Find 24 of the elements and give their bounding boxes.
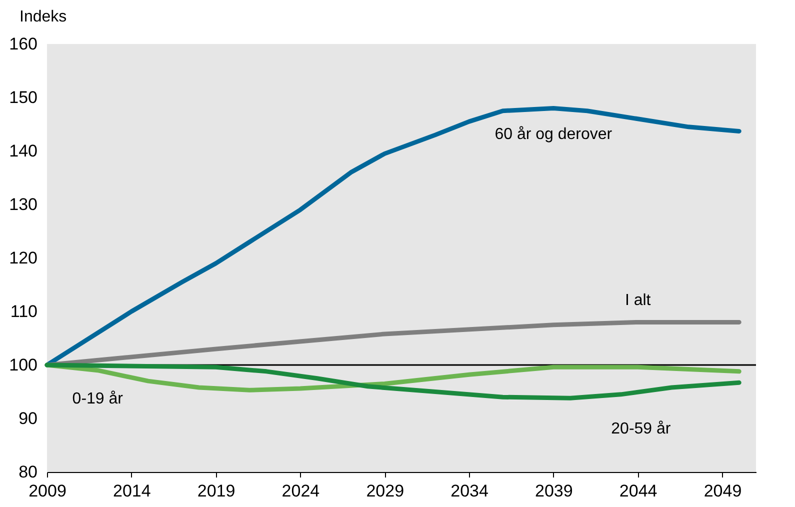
y-tick-label: 120: [9, 248, 38, 268]
x-tick-label: 2019: [197, 482, 236, 500]
y-axis-title: Indeks: [20, 8, 67, 26]
line-series: [44, 362, 742, 392]
x-tick-label: 2044: [619, 482, 658, 500]
y-tick-label: 90: [18, 409, 38, 428]
y-tick-label: 130: [9, 195, 38, 214]
y-tick-label: 110: [10, 302, 38, 321]
y-tick-label: 80: [18, 462, 38, 482]
x-tick-label: 2029: [366, 482, 404, 500]
series-label: I alt: [624, 292, 652, 310]
x-tick-label: 2034: [450, 482, 488, 500]
x-tick-label: 2014: [112, 482, 151, 500]
x-tick-label: 2039: [535, 482, 573, 500]
series-label: 60 år og derover: [494, 126, 613, 144]
y-tick-label: 140: [9, 142, 38, 160]
y-tick-label: 150: [9, 88, 38, 107]
y-tick-label: 100: [9, 356, 38, 374]
series-label: 0-19 år: [72, 390, 124, 408]
series-label: 20-59 år: [611, 420, 672, 438]
y-tick-label: 160: [9, 34, 38, 54]
x-tick-label: 2024: [282, 482, 320, 500]
x-tick-label: 2009: [28, 482, 66, 500]
x-tick-label: 2049: [704, 482, 742, 500]
